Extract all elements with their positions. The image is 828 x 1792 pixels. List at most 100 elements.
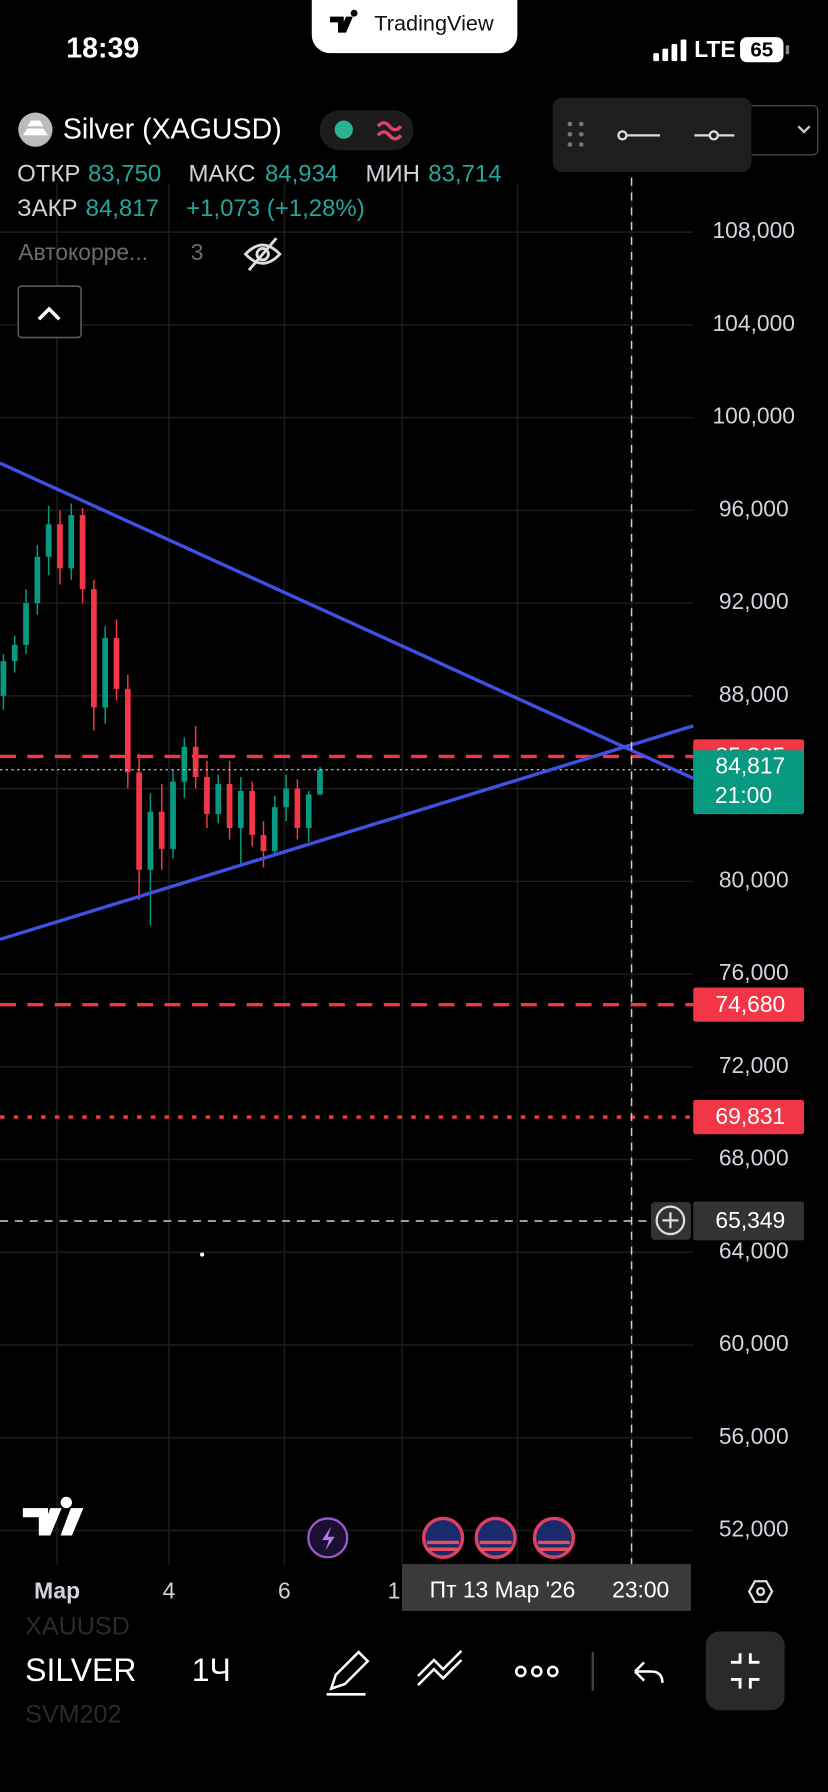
- economic-events[interactable]: [421, 1516, 576, 1559]
- crosshair-price-box: [693, 1201, 805, 1241]
- chart-area: [0, 503, 694, 1222]
- stat-label: ОТКР: [17, 161, 80, 188]
- network: LTE: [694, 36, 735, 62]
- indicator-name[interactable]: Автокорре...: [18, 239, 148, 265]
- y-tick-label: 108,000: [712, 217, 795, 243]
- y-tick-label: 92,000: [719, 588, 789, 614]
- battery: [740, 37, 784, 63]
- undo-button[interactable]: [634, 1661, 664, 1683]
- draw-tool[interactable]: [326, 1650, 370, 1696]
- interval-button[interactable]: 1Ч: [192, 1652, 231, 1688]
- candle-body: [45, 524, 52, 557]
- candle-body: [79, 515, 86, 590]
- price-level-box: [693, 987, 805, 1022]
- line-mid-tool[interactable]: [694, 130, 735, 141]
- candle-body: [192, 746, 199, 777]
- chevron-up: [37, 306, 61, 321]
- candle-body: [204, 776, 210, 815]
- candle-body: [305, 794, 312, 828]
- line-start-tool[interactable]: [617, 130, 661, 141]
- crosshair-price: 65,349: [715, 1207, 785, 1233]
- candle-body: [271, 807, 278, 852]
- app-name: TradingView: [374, 10, 494, 35]
- symbol-icon-bars: [22, 120, 48, 136]
- change: +1,073 (+1,28%): [186, 195, 365, 222]
- candle-body: [23, 603, 29, 645]
- y-tick-label: 68,000: [719, 1145, 789, 1171]
- signal-icon: [653, 39, 687, 62]
- crosshair-time: 23:00: [612, 1577, 669, 1603]
- delay-icon: [376, 121, 403, 141]
- candle-body: [113, 637, 120, 689]
- y-tick-label: 80,000: [719, 866, 789, 892]
- stat-label: ЗАКР: [17, 195, 77, 222]
- candle-body: [34, 556, 41, 604]
- trend-line[interactable]: [0, 461, 694, 780]
- settings-icon-center: [756, 1586, 766, 1597]
- candle-body: [283, 788, 289, 808]
- ghost-symbol: XAUUSD: [25, 1613, 130, 1641]
- stat-value: 84,934: [265, 161, 338, 188]
- y-tick-label: 52,000: [719, 1516, 789, 1542]
- settings-icon[interactable]: [747, 1580, 774, 1603]
- tv-watermark: [22, 1496, 84, 1536]
- time-axis-labels: Мар 4 6 1: [34, 1578, 400, 1604]
- more-button[interactable]: [514, 1665, 559, 1678]
- last-price-label: 84,817: [715, 752, 785, 778]
- price-level-box: [693, 1099, 805, 1135]
- x-tick-label: 4: [163, 1578, 176, 1604]
- candle-body: [215, 783, 222, 815]
- candle-body: [294, 788, 301, 828]
- candle-body: [181, 746, 188, 782]
- y-tick-label: 96,000: [719, 495, 789, 521]
- y-tick-label: 60,000: [719, 1330, 789, 1356]
- fullscreen-button[interactable]: [705, 1631, 785, 1711]
- candle-body: [102, 637, 109, 708]
- crosshair-date-box: [402, 1564, 691, 1611]
- trend-tool[interactable]: [417, 1650, 463, 1687]
- app-badge: [311, 0, 518, 54]
- lightning: [322, 1526, 335, 1551]
- candle-body: [158, 811, 165, 849]
- grid: [0, 183, 694, 1566]
- candle-body: [147, 811, 154, 870]
- battery-level: 65: [750, 38, 773, 61]
- dropdown-caret: [797, 125, 811, 134]
- stat-value: 83,714: [428, 161, 501, 188]
- y-tick-label: 76,000: [719, 959, 789, 985]
- drag-handle[interactable]: [567, 121, 584, 147]
- collapse-icon: [730, 1653, 760, 1689]
- symbol-button[interactable]: SILVER: [25, 1652, 136, 1688]
- candle-body: [249, 790, 256, 835]
- battery-tip: [785, 45, 790, 55]
- market-open-dot: [334, 120, 353, 139]
- candle-body: [91, 589, 97, 708]
- crosshair-date: Пт 13 Мар '26: [430, 1577, 576, 1603]
- y-tick-label: 64,000: [719, 1237, 789, 1263]
- candle-body: [57, 524, 63, 569]
- candle-body: [260, 834, 267, 852]
- x-tick-label: 6: [278, 1578, 291, 1604]
- candle-body: [170, 781, 176, 849]
- stat-value: 84,817: [86, 195, 159, 222]
- candle-body: [124, 688, 131, 773]
- status-pill[interactable]: [319, 110, 414, 151]
- cursor-dot: [200, 1252, 205, 1257]
- trend-line[interactable]: [0, 724, 694, 942]
- x-tick-label: 1: [388, 1578, 401, 1604]
- candle-body: [317, 769, 323, 795]
- y-tick-label: 72,000: [719, 1052, 789, 1078]
- plus-icon: [655, 1205, 686, 1236]
- candle-body: [136, 772, 142, 870]
- candle-body: [11, 644, 18, 662]
- y-tick-label: 88,000: [719, 681, 789, 707]
- tv-logo: [330, 9, 358, 33]
- clock: 18:39: [66, 32, 139, 64]
- price-level-label: 74,680: [715, 991, 785, 1017]
- stat-label: МИН: [365, 161, 420, 188]
- hide-icon[interactable]: [243, 237, 282, 272]
- symbol-title[interactable]: Silver (XAGUSD): [63, 113, 282, 145]
- candle-body: [68, 515, 75, 569]
